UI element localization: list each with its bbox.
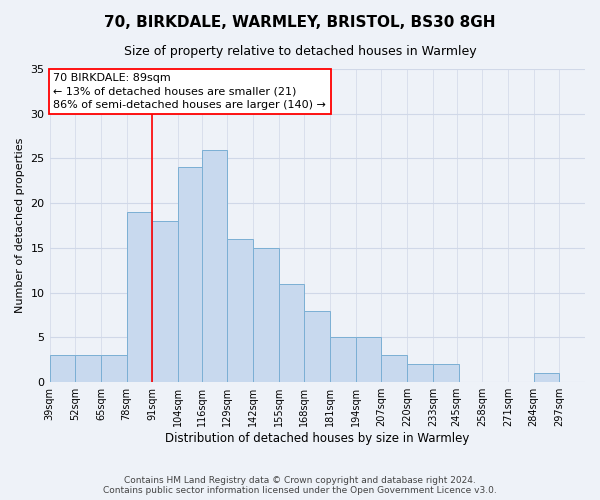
Bar <box>75 356 101 382</box>
Bar <box>433 364 458 382</box>
Bar <box>101 356 127 382</box>
Text: 70 BIRKDALE: 89sqm
← 13% of detached houses are smaller (21)
86% of semi-detache: 70 BIRKDALE: 89sqm ← 13% of detached hou… <box>53 74 326 110</box>
Bar <box>50 356 75 382</box>
Bar <box>152 221 178 382</box>
Bar <box>127 212 152 382</box>
Bar <box>533 374 559 382</box>
Bar <box>330 338 356 382</box>
Text: Size of property relative to detached houses in Warmley: Size of property relative to detached ho… <box>124 45 476 58</box>
Bar <box>279 284 304 382</box>
Bar <box>356 338 382 382</box>
Bar <box>253 248 279 382</box>
X-axis label: Distribution of detached houses by size in Warmley: Distribution of detached houses by size … <box>165 432 469 445</box>
Bar <box>202 150 227 382</box>
Y-axis label: Number of detached properties: Number of detached properties <box>15 138 25 314</box>
Bar <box>178 168 203 382</box>
Bar <box>227 239 253 382</box>
Text: 70, BIRKDALE, WARMLEY, BRISTOL, BS30 8GH: 70, BIRKDALE, WARMLEY, BRISTOL, BS30 8GH <box>104 15 496 30</box>
Bar <box>407 364 433 382</box>
Bar <box>304 310 330 382</box>
Bar <box>382 356 407 382</box>
Text: Contains HM Land Registry data © Crown copyright and database right 2024.
Contai: Contains HM Land Registry data © Crown c… <box>103 476 497 495</box>
